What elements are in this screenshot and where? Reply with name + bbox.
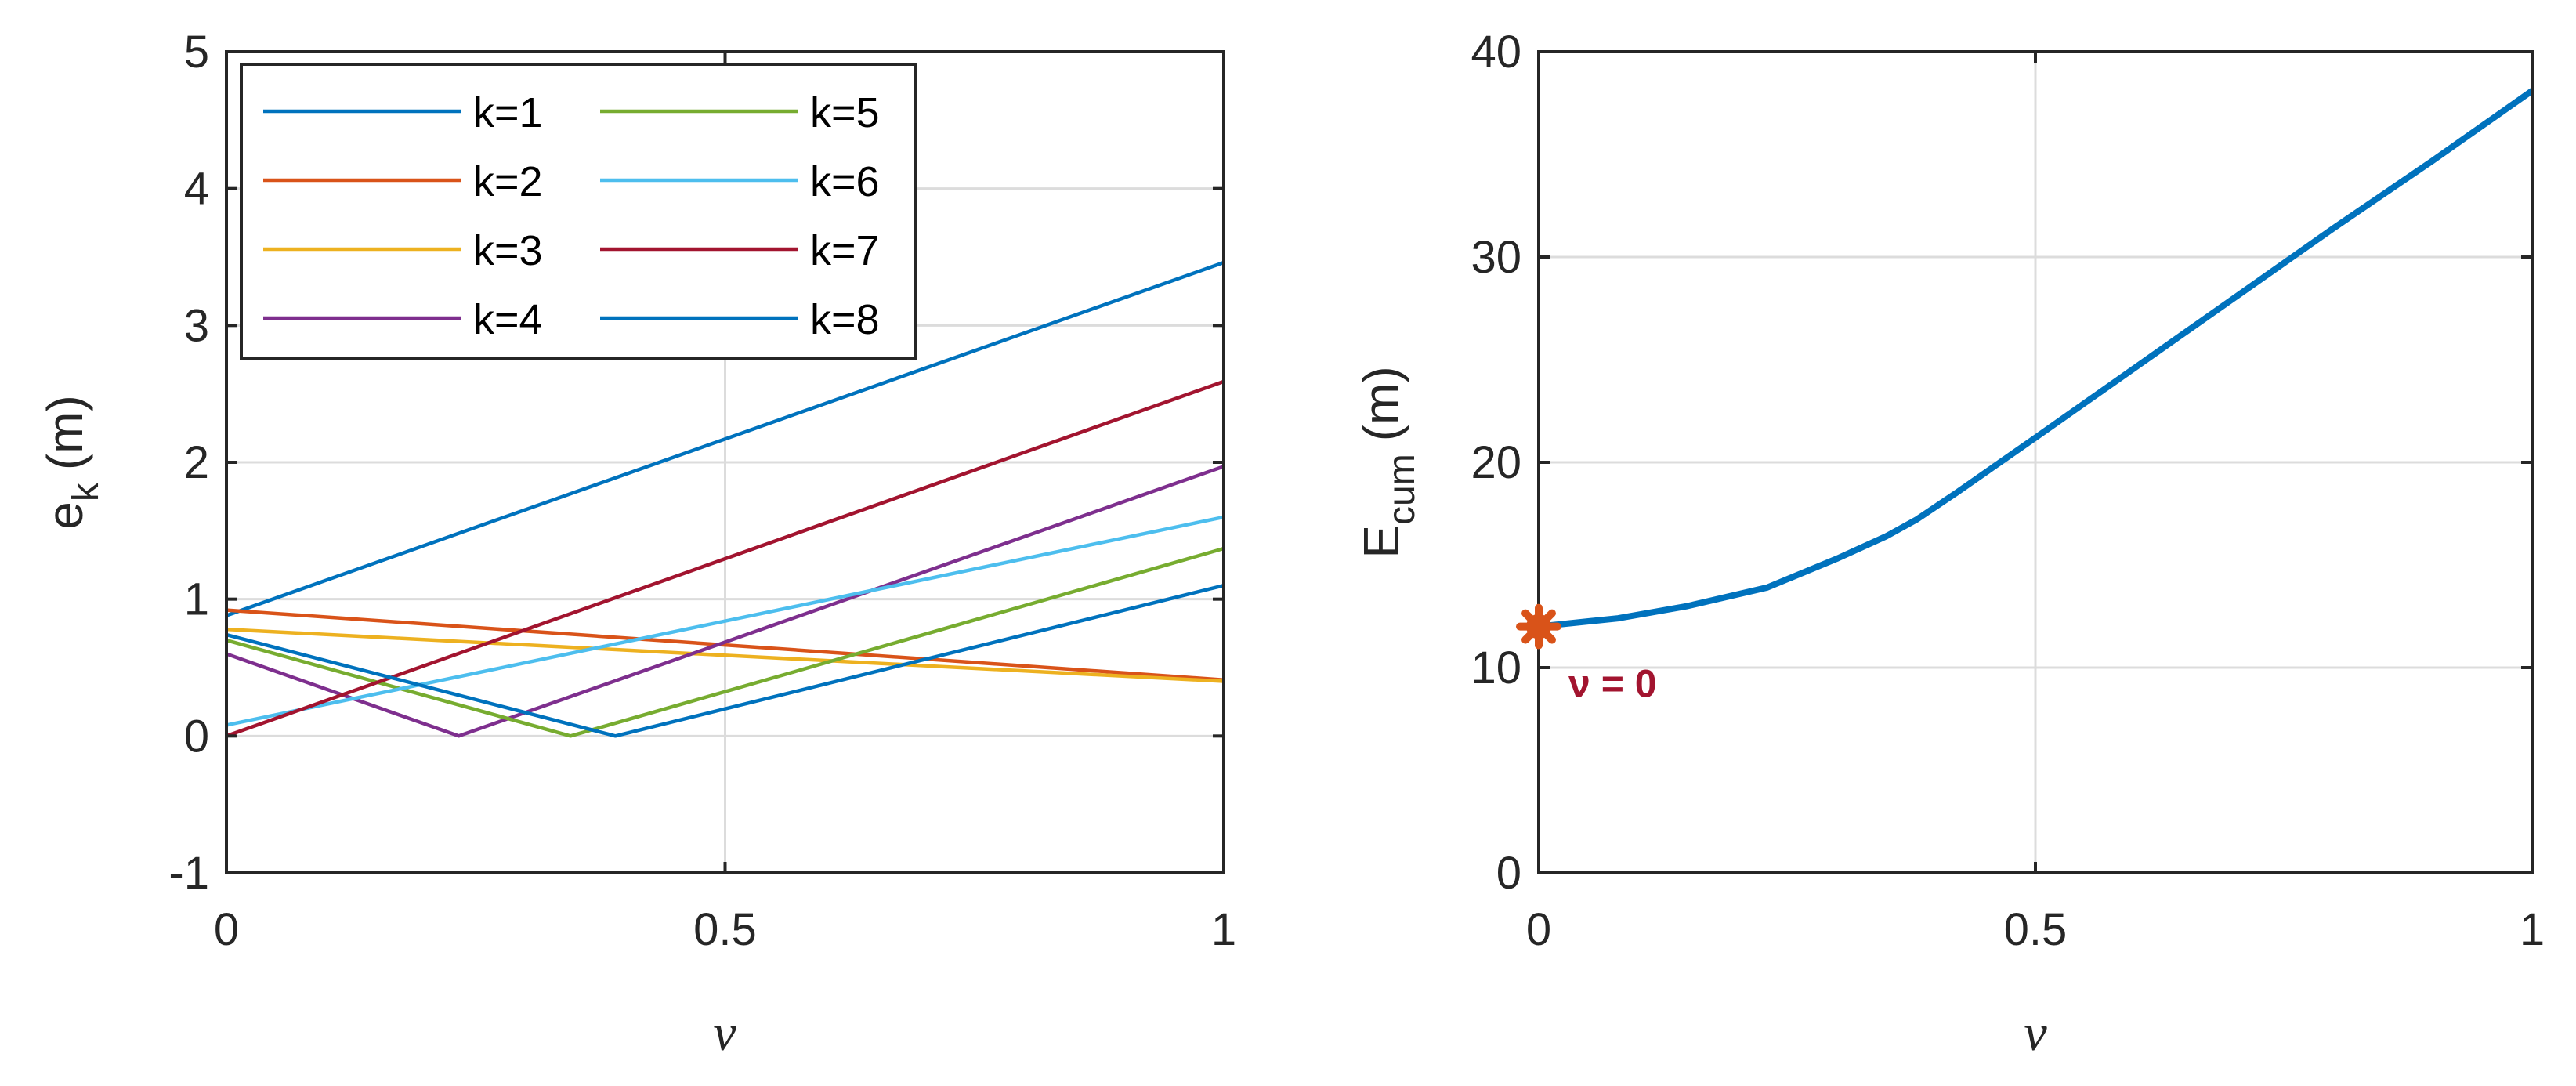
- svg-text:ek(m): ek (m): [37, 395, 107, 530]
- marker-star-core: [1526, 614, 1551, 639]
- left-y-label-unit: (m): [37, 395, 93, 470]
- left-y-label-sub: k: [65, 482, 107, 501]
- right-y-axis-label: Ecum (m): [1353, 366, 1423, 558]
- series-line-k-6: [226, 515, 1225, 727]
- series-line-k-1: [226, 260, 1225, 617]
- legend-label: k=3: [473, 227, 543, 274]
- right-x-axis-label: ν: [2024, 1005, 2047, 1062]
- legend-label: k=5: [810, 89, 880, 136]
- right-y-label-sub: cum: [1381, 454, 1423, 525]
- legend-label: k=8: [810, 296, 880, 343]
- marker-star: [1516, 603, 1561, 650]
- series-line-k-3: [226, 627, 1225, 683]
- x-tick-label: 0.5: [693, 904, 757, 955]
- x-tick-label: 1: [1211, 904, 1236, 955]
- legend-box: [240, 63, 917, 360]
- x-tick-label: 0: [1526, 904, 1551, 955]
- marker-label: ν = 0: [1568, 662, 1657, 706]
- y-tick-label: 0: [1496, 848, 1521, 899]
- y-tick-label: 0: [184, 711, 209, 762]
- right-series-lines: [1538, 88, 2534, 630]
- x-tick-label: 0: [214, 904, 239, 955]
- legend-label: k=7: [810, 227, 880, 274]
- series-line-k-5: [226, 546, 1225, 738]
- y-tick-label: 3: [184, 300, 209, 351]
- left-series-lines: [226, 260, 1225, 738]
- y-tick-label: 10: [1471, 643, 1521, 693]
- right-gridlines: [1539, 52, 2532, 873]
- y-tick-label: 4: [184, 164, 209, 215]
- series-line-k-2: [226, 608, 1225, 682]
- left-y-label-main: e: [37, 501, 93, 530]
- y-tick-label: 30: [1471, 232, 1521, 283]
- left-y-axis-label: ek (m): [37, 395, 107, 530]
- x-tick-label: 0.5: [2004, 904, 2068, 955]
- legend-label: k=1: [473, 89, 543, 136]
- y-tick-label: 20: [1471, 437, 1521, 488]
- legend-label: k=2: [473, 158, 543, 205]
- series-line-e-cum: [1538, 88, 2534, 630]
- y-tick-label: 2: [184, 437, 209, 488]
- y-tick-label: 1: [184, 574, 209, 625]
- x-tick-label: 1: [2520, 904, 2545, 955]
- svg-text:Ecum(m): Ecum (m): [1353, 366, 1423, 558]
- y-tick-label: -1: [168, 848, 209, 899]
- legend-label: k=6: [810, 158, 880, 205]
- left-x-axis-label: ν: [713, 1005, 736, 1062]
- series-line-k-4: [226, 465, 1225, 738]
- series-line-k-8: [226, 584, 1225, 738]
- legend: k=1 k=2 k=3 k=4 k=5 k=6 k=7 k=8: [240, 63, 917, 360]
- y-tick-label: 5: [184, 27, 209, 78]
- right-y-label-unit: (m): [1353, 366, 1409, 441]
- legend-label: k=4: [473, 296, 543, 343]
- nu-zero-marker: ν = 0: [1516, 603, 1657, 706]
- y-tick-label: 40: [1471, 27, 1521, 78]
- right-y-label-main: E: [1353, 525, 1409, 559]
